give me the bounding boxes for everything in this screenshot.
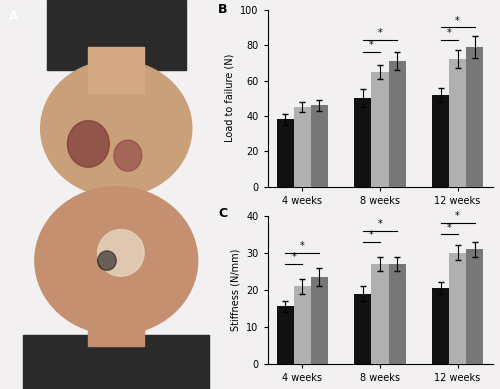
Bar [354,294,372,364]
Text: *: * [378,219,382,229]
Bar [277,119,294,187]
Bar [449,253,466,364]
Text: C: C [218,207,227,220]
Bar [311,105,328,187]
Text: *: * [300,241,305,251]
Bar [432,95,449,187]
Text: B: B [218,3,228,16]
Bar [432,288,449,364]
Bar [88,284,144,346]
Bar [388,61,406,187]
Text: *: * [369,40,374,51]
Ellipse shape [114,140,142,171]
Text: *: * [446,223,452,233]
Bar [46,0,186,70]
Y-axis label: Stiffness (N/mm): Stiffness (N/mm) [230,249,240,331]
Text: *: * [455,16,460,26]
Text: *: * [378,28,382,38]
Ellipse shape [40,60,192,196]
Bar [294,107,311,187]
Text: *: * [369,230,374,240]
Text: *: * [446,28,452,38]
Ellipse shape [98,230,144,276]
Bar [388,264,406,364]
Y-axis label: Load to failure (N): Load to failure (N) [224,54,234,142]
Bar [23,335,209,389]
Bar [311,277,328,364]
Text: *: * [455,212,460,221]
Text: A: A [10,10,19,23]
Bar [88,47,144,93]
Bar [277,307,294,364]
Bar [466,47,483,187]
Bar [354,98,372,187]
Bar [466,249,483,364]
Bar [449,59,466,187]
Bar [294,286,311,364]
Bar [372,264,388,364]
Bar [372,72,388,187]
Ellipse shape [35,187,198,335]
Ellipse shape [98,251,116,270]
Ellipse shape [68,121,110,167]
Text: *: * [292,252,296,262]
